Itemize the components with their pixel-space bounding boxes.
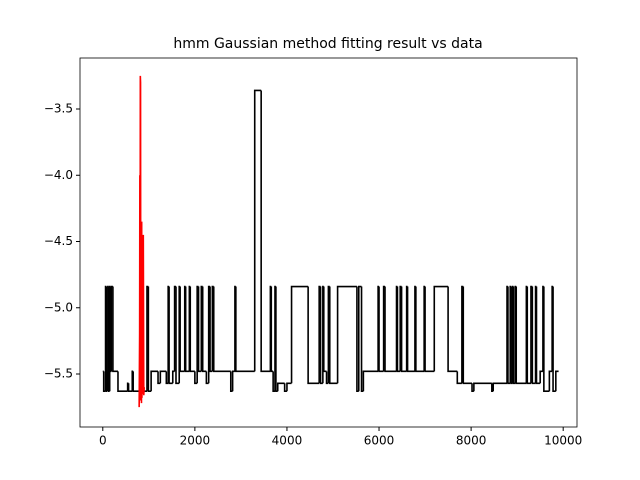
step-segment (378, 286, 384, 373)
step-segment (276, 382, 285, 392)
chart-title: hmm Gaussian method fitting result vs da… (173, 36, 482, 52)
step-segment (189, 286, 195, 373)
y-tick-label: −4.0 (44, 168, 73, 182)
step-segment (433, 285, 449, 372)
step-segment (307, 286, 320, 385)
y-tick-label: −3.5 (44, 102, 73, 116)
step-segment (526, 286, 531, 385)
y-tick-label: −4.5 (44, 234, 73, 248)
x-tick-label: 8000 (456, 434, 487, 448)
step-segment (406, 286, 415, 373)
step-segment (548, 370, 553, 392)
step-segment (112, 286, 118, 373)
step-segment (336, 285, 357, 384)
step-segment (492, 382, 508, 392)
step-segment (400, 286, 407, 373)
step-segment (275, 286, 278, 393)
step-segment (515, 286, 527, 385)
step-segment (197, 286, 202, 373)
step-segment (184, 286, 190, 373)
step-segment (168, 286, 173, 385)
x-tick-label: 0 (99, 434, 107, 448)
step-segment (150, 370, 159, 392)
step-segment (535, 286, 541, 385)
step-segment (286, 382, 292, 392)
step-segment (290, 285, 309, 384)
step-segment (462, 286, 473, 385)
step-segment (201, 286, 207, 373)
step-segment (159, 370, 167, 384)
x-tick-label: 6000 (364, 434, 395, 448)
x-tick-label: 10000 (544, 434, 582, 448)
y-tick-label: −5.5 (44, 367, 73, 381)
x-tick-label: 2000 (180, 434, 211, 448)
step-segment (322, 286, 327, 373)
step-segment (543, 286, 550, 393)
step-segment (109, 286, 112, 373)
step-segment (171, 370, 175, 384)
step-segment (424, 286, 435, 373)
step-segment (117, 371, 128, 393)
step-segment (127, 383, 133, 393)
step-segment (396, 286, 401, 373)
step-segment (384, 286, 397, 373)
step-segment (539, 370, 543, 384)
step-segment (531, 286, 536, 385)
step-segment (231, 370, 235, 392)
step-segment (555, 370, 559, 392)
step-segment (270, 286, 274, 373)
step-segment (328, 286, 338, 385)
step-segment (447, 286, 458, 373)
step-segment (260, 90, 271, 373)
step-segment (126, 382, 129, 392)
step-segment (209, 286, 213, 373)
y-tick-label: −5.0 (44, 300, 73, 314)
step-segment (357, 285, 362, 392)
step-segment (212, 286, 231, 373)
step-segment (235, 286, 255, 373)
step-segment (552, 286, 556, 393)
step-segment (147, 286, 152, 393)
step-segment (253, 89, 262, 372)
step-segment (415, 286, 425, 373)
step-segment (175, 286, 180, 385)
step-segment (179, 286, 185, 373)
x-tick-label: 4000 (272, 434, 303, 448)
data-line (138, 75, 146, 408)
step-segment (362, 370, 379, 392)
step-segment (473, 382, 492, 392)
plot-frame (79, 57, 578, 428)
step-segment (456, 371, 462, 385)
